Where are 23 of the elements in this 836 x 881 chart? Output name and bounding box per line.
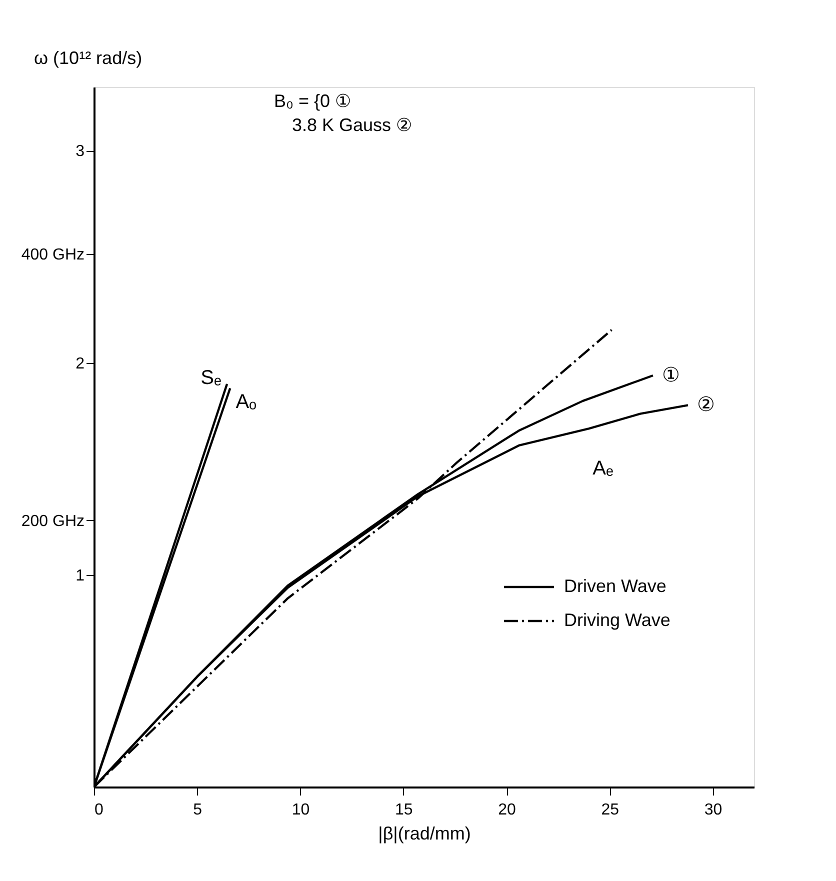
x-tick-label: 5 [193, 802, 202, 818]
y-tick-label: 3 [76, 143, 85, 160]
x-tick-label: 25 [601, 802, 620, 818]
y-tick-label: 2 [76, 355, 85, 372]
y2-tick-label: 400 GHz [21, 246, 84, 264]
series-label: ① [662, 364, 680, 386]
y2-tick-label: 200 GHz [21, 512, 84, 530]
x-tick-label: 20 [498, 802, 516, 818]
y-tick-label: 1 [76, 567, 85, 584]
x-tick-label: 10 [292, 802, 310, 818]
x-tick-label: 0 [94, 802, 104, 818]
x-axis-title: |β|(rad/mm) [378, 824, 471, 844]
series-label: Aₒ [236, 391, 257, 414]
x-tick-label: 15 [394, 802, 413, 818]
annotation: 3.8 K Gauss ② [292, 115, 412, 135]
series-label: Sₑ [200, 366, 222, 389]
y-axis-title: ω (10¹² rad/s) [34, 48, 142, 68]
annotation: Aₑ [592, 458, 614, 480]
annotation: Driven Wave [564, 576, 666, 596]
x-tick-label: 30 [704, 802, 722, 818]
series-label: ② [697, 394, 715, 416]
annotation: B₀ = {0 ① [274, 91, 352, 111]
legend-label: Driving Wave [564, 610, 670, 630]
